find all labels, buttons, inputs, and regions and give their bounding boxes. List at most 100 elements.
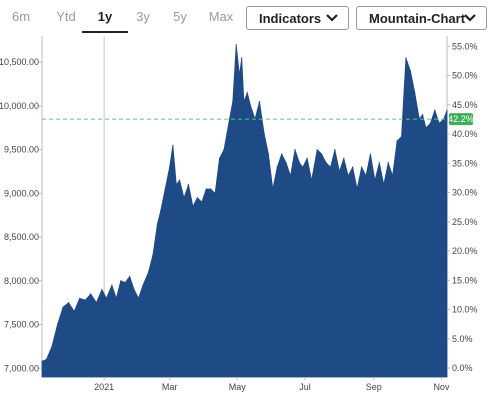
data-point <box>258 100 261 103</box>
data-point <box>311 179 313 181</box>
data-point <box>196 197 198 199</box>
x-tick-label: Mar <box>162 382 178 392</box>
y-right-tick-label: 0.0% <box>452 363 473 373</box>
data-point <box>133 288 135 291</box>
data-point <box>142 284 144 286</box>
data-point <box>201 201 203 203</box>
y-left-tick-label: 7,500.00 <box>4 320 39 330</box>
change-badge <box>449 113 473 126</box>
data-point <box>400 135 403 138</box>
data-point <box>338 170 340 173</box>
data-point <box>238 74 241 76</box>
data-point <box>169 166 171 168</box>
data-point <box>178 179 181 181</box>
y-right-tick-label: 5.0% <box>452 334 473 344</box>
data-point <box>73 310 75 313</box>
tab-max[interactable]: Max <box>208 9 234 24</box>
chart-toolbar: 6m Ytd 1y 3y 5y Max Indicators Mountain-… <box>0 0 493 34</box>
data-point <box>325 162 327 164</box>
tab-1y[interactable]: 1y <box>82 4 128 33</box>
data-point <box>183 197 185 199</box>
y-left-tick-label: 9,500.00 <box>4 145 39 155</box>
data-point <box>232 100 234 103</box>
data-point <box>152 253 154 256</box>
data-point <box>56 323 59 326</box>
data-point <box>205 188 207 190</box>
y-right-tick-label: 15.0% <box>452 275 478 285</box>
data-point <box>246 92 248 94</box>
data-point <box>223 149 225 151</box>
data-point <box>45 358 48 361</box>
data-point <box>192 205 194 208</box>
data-point <box>294 149 296 151</box>
y-left-tick-label: 9,000.00 <box>4 188 39 198</box>
data-point <box>137 297 140 299</box>
data-point <box>321 153 323 155</box>
mountain-chart[interactable]: 10,500.00 10,000.00 9,500.00 9,000.00 8,500.… <box>0 36 493 400</box>
y-left-tick-label: 8,500.00 <box>4 232 39 242</box>
x-tick-label: Jul <box>299 382 311 392</box>
data-point <box>352 166 354 168</box>
data-point <box>302 166 304 168</box>
data-point <box>276 166 278 168</box>
data-point <box>281 153 283 155</box>
data-point <box>289 175 292 177</box>
data-point <box>79 297 81 299</box>
data-point <box>434 109 436 111</box>
data-point <box>187 184 190 186</box>
indicators-label: Indicators <box>259 11 322 26</box>
data-point <box>267 153 269 155</box>
data-point <box>396 140 398 142</box>
data-point <box>425 127 427 129</box>
x-tick-label: May <box>229 382 247 392</box>
data-point <box>429 122 431 125</box>
y-left-tick-label: 8,000.00 <box>4 276 39 286</box>
tab-5y[interactable]: 5y <box>173 9 187 24</box>
data-point <box>263 131 265 133</box>
chart-type-dropdown[interactable]: Mountain-Chart <box>356 6 487 30</box>
tab-3y[interactable]: 3y <box>136 9 150 24</box>
y-right-tick-label: 35.0% <box>452 158 478 168</box>
data-point <box>316 149 318 151</box>
data-point <box>160 210 162 212</box>
tab-ytd[interactable]: Ytd <box>56 9 76 24</box>
data-point <box>405 57 407 59</box>
data-point <box>84 299 86 301</box>
data-point <box>210 188 212 190</box>
data-point <box>62 306 64 308</box>
y-right-tick-label: 50.0% <box>452 71 478 81</box>
data-point <box>347 175 349 177</box>
y-right-tick-label: 10.0% <box>452 305 478 315</box>
data-point <box>285 162 287 164</box>
data-point <box>329 166 332 168</box>
data-point <box>120 280 122 282</box>
data-point <box>51 345 53 347</box>
price-area[interactable] <box>41 44 448 378</box>
x-tick-label: 2021 <box>94 382 114 392</box>
data-point <box>438 122 440 125</box>
data-point <box>374 179 376 181</box>
data-point <box>298 162 301 164</box>
y-right-tick-label: 25.0% <box>452 217 478 227</box>
data-point <box>164 188 166 190</box>
data-point <box>334 149 336 151</box>
data-point <box>414 92 416 94</box>
data-point <box>41 360 43 362</box>
data-point <box>129 275 131 278</box>
data-point <box>95 302 97 304</box>
indicators-dropdown[interactable]: Indicators <box>246 6 349 30</box>
data-point <box>241 57 243 59</box>
data-point <box>409 70 411 72</box>
data-point <box>243 100 245 103</box>
x-tick-label: Nov <box>433 382 450 392</box>
y-right-tick-label: 40.0% <box>452 129 478 139</box>
data-point <box>228 118 231 120</box>
y-right-tick-label: 55.0% <box>452 41 478 51</box>
data-point <box>101 288 103 291</box>
data-point <box>90 293 92 295</box>
tab-6m[interactable]: 6m <box>11 9 31 24</box>
chevron-down-icon <box>464 14 476 22</box>
chevron-down-icon <box>326 14 338 22</box>
data-point <box>356 188 358 190</box>
data-point <box>172 144 174 146</box>
